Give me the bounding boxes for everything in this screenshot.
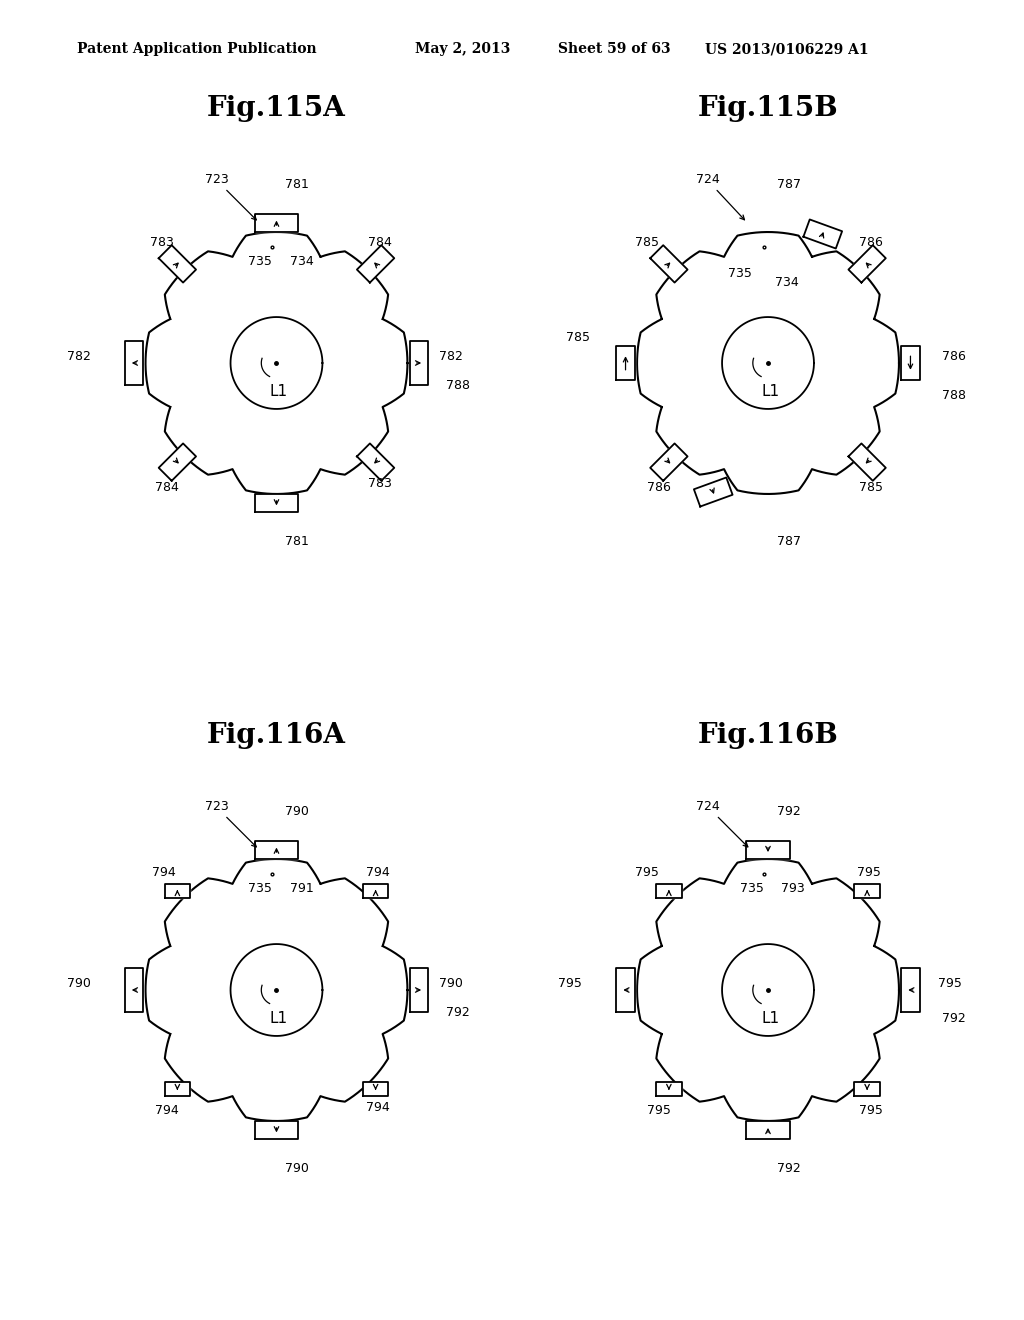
Polygon shape <box>849 444 886 480</box>
Text: 787: 787 <box>776 178 801 191</box>
Text: 795: 795 <box>857 866 881 879</box>
Polygon shape <box>410 341 428 385</box>
Text: 793: 793 <box>781 882 805 895</box>
Polygon shape <box>746 1121 790 1139</box>
Polygon shape <box>901 346 920 380</box>
Text: 784: 784 <box>368 236 392 249</box>
Text: 786: 786 <box>647 480 671 494</box>
Polygon shape <box>694 478 732 507</box>
Text: 781: 781 <box>286 178 309 191</box>
Text: 792: 792 <box>777 1162 801 1175</box>
Polygon shape <box>746 841 790 859</box>
Polygon shape <box>650 444 687 480</box>
Text: 787: 787 <box>776 535 801 548</box>
Text: 735: 735 <box>728 267 753 280</box>
Text: 792: 792 <box>942 1012 966 1026</box>
Text: 735: 735 <box>249 882 272 895</box>
Text: US 2013/0106229 A1: US 2013/0106229 A1 <box>705 42 868 57</box>
Text: 788: 788 <box>942 388 966 401</box>
Text: 734: 734 <box>290 255 313 268</box>
Polygon shape <box>650 246 687 282</box>
Text: 794: 794 <box>366 1101 389 1114</box>
Text: 795: 795 <box>636 866 659 879</box>
Text: L1: L1 <box>269 1011 288 1026</box>
Polygon shape <box>255 214 298 232</box>
Polygon shape <box>165 1082 190 1096</box>
Text: 782: 782 <box>439 350 463 363</box>
Text: 790: 790 <box>286 1162 309 1175</box>
Polygon shape <box>722 317 814 409</box>
Text: 788: 788 <box>446 379 470 392</box>
Text: 794: 794 <box>366 866 389 879</box>
Text: 791: 791 <box>290 882 313 895</box>
Text: May 2, 2013: May 2, 2013 <box>415 42 510 57</box>
Text: 723: 723 <box>205 800 228 813</box>
Polygon shape <box>165 884 190 898</box>
Text: 735: 735 <box>249 255 272 268</box>
Polygon shape <box>901 968 920 1012</box>
Text: L1: L1 <box>761 384 779 399</box>
Polygon shape <box>159 246 196 282</box>
Text: 786: 786 <box>942 350 966 363</box>
Polygon shape <box>357 246 394 282</box>
Polygon shape <box>159 444 196 480</box>
Text: 723: 723 <box>205 173 228 186</box>
Text: 792: 792 <box>777 805 801 818</box>
Text: Sheet 59 of 63: Sheet 59 of 63 <box>558 42 671 57</box>
Polygon shape <box>849 246 886 282</box>
Text: L1: L1 <box>269 384 288 399</box>
Polygon shape <box>255 841 298 859</box>
Text: 724: 724 <box>696 800 720 813</box>
Polygon shape <box>125 968 143 1012</box>
Polygon shape <box>362 1082 388 1096</box>
Text: 795: 795 <box>859 1104 884 1117</box>
Title: Fig.116B: Fig.116B <box>697 722 839 750</box>
Polygon shape <box>362 884 388 898</box>
Text: 786: 786 <box>859 236 884 249</box>
Polygon shape <box>722 944 814 1036</box>
Polygon shape <box>854 1082 880 1096</box>
Title: Fig.115B: Fig.115B <box>697 95 839 123</box>
Text: 724: 724 <box>696 173 720 186</box>
Text: 785: 785 <box>635 236 659 249</box>
Polygon shape <box>616 346 635 380</box>
Text: L1: L1 <box>761 1011 779 1026</box>
Text: 783: 783 <box>150 236 173 249</box>
Polygon shape <box>854 884 880 898</box>
Polygon shape <box>255 1121 298 1139</box>
Text: 781: 781 <box>286 535 309 548</box>
Text: 790: 790 <box>67 977 91 990</box>
Text: 795: 795 <box>647 1104 671 1117</box>
Polygon shape <box>357 444 394 480</box>
Text: 783: 783 <box>368 477 392 490</box>
Polygon shape <box>230 317 323 409</box>
Text: 782: 782 <box>67 350 91 363</box>
Text: Patent Application Publication: Patent Application Publication <box>77 42 316 57</box>
Polygon shape <box>616 968 635 1012</box>
Text: 785: 785 <box>566 331 591 345</box>
Text: 785: 785 <box>859 480 884 494</box>
Text: 784: 784 <box>156 480 179 494</box>
Title: Fig.116A: Fig.116A <box>207 722 346 750</box>
Text: 792: 792 <box>446 1006 470 1019</box>
Title: Fig.115A: Fig.115A <box>207 95 346 123</box>
Polygon shape <box>255 494 298 512</box>
Polygon shape <box>125 341 143 385</box>
Polygon shape <box>804 219 842 248</box>
Text: 790: 790 <box>439 977 463 990</box>
Polygon shape <box>656 884 682 898</box>
Text: 735: 735 <box>740 882 764 895</box>
Text: 734: 734 <box>774 276 799 289</box>
Polygon shape <box>410 968 428 1012</box>
Text: 795: 795 <box>938 977 962 990</box>
Text: 795: 795 <box>558 977 583 990</box>
Polygon shape <box>230 944 323 1036</box>
Text: 794: 794 <box>156 1104 179 1117</box>
Text: 790: 790 <box>286 805 309 818</box>
Polygon shape <box>656 1082 682 1096</box>
Text: 794: 794 <box>152 866 176 879</box>
